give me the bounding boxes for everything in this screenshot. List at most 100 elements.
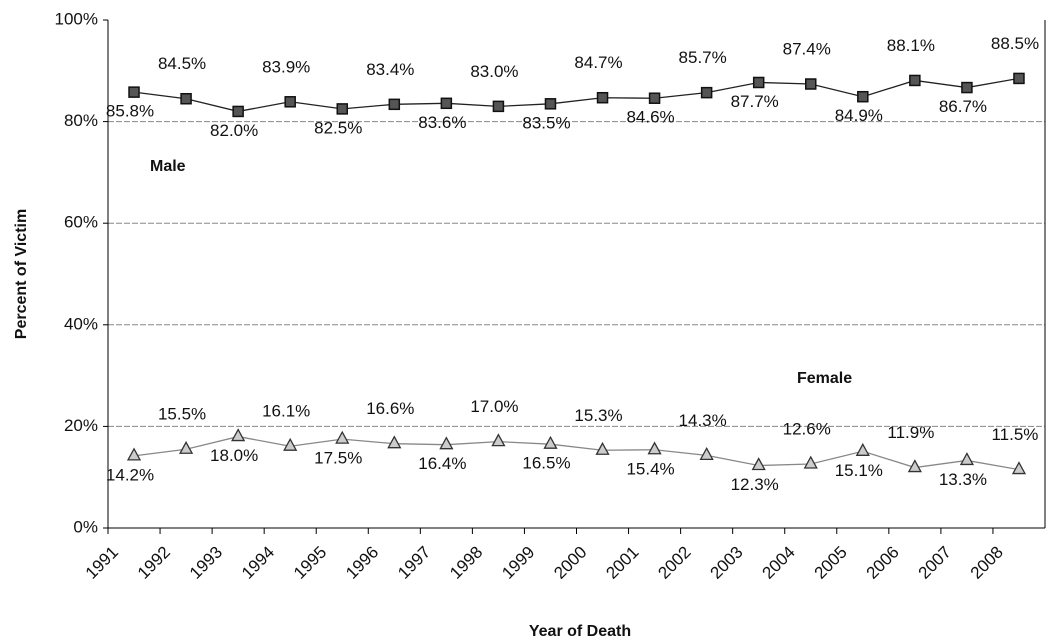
value-label: 17.0% — [470, 397, 518, 416]
y-tick-label: 40% — [64, 314, 98, 333]
value-label: 14.3% — [679, 411, 727, 430]
value-label: 83.0% — [470, 62, 518, 81]
value-label: 16.1% — [262, 402, 310, 421]
marker — [857, 90, 869, 103]
y-tick-label: 100% — [55, 9, 98, 28]
value-label: 17.5% — [314, 449, 362, 468]
marker — [387, 435, 402, 449]
x-tick-label: 2003 — [706, 543, 746, 583]
marker — [595, 441, 610, 455]
marker — [909, 74, 921, 87]
value-label: 13.3% — [939, 470, 987, 489]
marker — [700, 86, 713, 99]
marker — [231, 428, 246, 442]
marker — [543, 435, 558, 449]
x-tick-label: 2002 — [654, 543, 694, 583]
series-line — [133, 435, 1020, 471]
x-tick-label: 1994 — [238, 543, 278, 583]
series-annotation: Male — [150, 158, 186, 175]
value-label: 18.0% — [210, 446, 258, 465]
value-label: 12.6% — [783, 419, 831, 438]
value-label: 11.5% — [991, 425, 1038, 444]
value-label: 16.5% — [522, 454, 570, 473]
marker — [283, 437, 298, 451]
marker — [178, 440, 194, 454]
marker — [440, 97, 453, 110]
marker — [232, 105, 244, 118]
x-tick-label: 2001 — [602, 543, 642, 583]
x-tick-label: 2004 — [759, 543, 799, 583]
marker — [336, 103, 348, 115]
value-label: 88.1% — [887, 36, 935, 55]
marker — [752, 76, 765, 89]
marker — [544, 98, 557, 110]
marker — [1011, 461, 1027, 475]
x-tick-label: 1998 — [446, 543, 486, 583]
value-label: 88.5% — [991, 34, 1039, 53]
marker — [128, 86, 140, 98]
x-tick-label: 1992 — [134, 543, 174, 583]
x-tick-label: 2006 — [863, 543, 903, 583]
x-tick-label: 1995 — [290, 543, 330, 583]
value-label: 15.5% — [158, 405, 206, 424]
x-tick-label: 2008 — [967, 543, 1007, 583]
x-tick-label: 1991 — [82, 543, 122, 583]
value-label: 82.5% — [314, 118, 362, 137]
value-label: 83.6% — [418, 113, 466, 132]
marker — [647, 441, 662, 455]
marker — [284, 96, 296, 108]
value-label: 87.4% — [783, 39, 831, 58]
value-label: 84.7% — [574, 53, 622, 72]
x-tick-label: 2007 — [915, 543, 955, 583]
value-label: 15.4% — [626, 459, 674, 478]
marker — [648, 92, 661, 104]
marker — [803, 455, 818, 469]
series-line — [133, 77, 1020, 113]
value-label: 87.7% — [731, 92, 779, 111]
y-axis-label: Percent of Victim — [13, 209, 30, 339]
x-tick-label: 1996 — [342, 543, 382, 583]
x-tick-label: 1999 — [498, 543, 538, 583]
y-tick-label: 80% — [64, 111, 98, 130]
value-label: 83.5% — [522, 113, 570, 132]
value-label: 16.4% — [418, 454, 466, 473]
marker — [180, 92, 192, 105]
series-annotation: Female — [797, 370, 852, 387]
x-tick-label: 1993 — [186, 543, 226, 583]
y-tick-label: 20% — [64, 416, 98, 435]
marker — [335, 430, 350, 444]
marker — [388, 98, 401, 111]
value-label: 84.6% — [626, 108, 674, 127]
value-label: 15.3% — [574, 406, 622, 425]
x-tick-label: 1997 — [394, 543, 434, 583]
marker — [1013, 72, 1025, 85]
value-label: 85.8% — [106, 102, 154, 121]
marker — [805, 78, 817, 90]
marker — [699, 446, 714, 461]
marker — [491, 433, 506, 447]
value-label: 11.9% — [887, 423, 934, 442]
marker — [492, 100, 505, 113]
marker — [126, 447, 142, 461]
y-tick-label: 0% — [73, 517, 98, 536]
value-label: 12.3% — [731, 475, 779, 494]
value-label: 15.1% — [835, 461, 883, 480]
marker — [907, 459, 922, 473]
x-axis-label: Year of Death — [529, 623, 631, 640]
value-label: 85.7% — [679, 48, 727, 67]
value-label: 14.2% — [106, 465, 154, 484]
value-label: 84.9% — [835, 106, 883, 125]
marker — [961, 81, 973, 94]
x-tick-label: 2005 — [811, 543, 851, 583]
marker — [439, 436, 454, 450]
value-label: 82.0% — [210, 121, 258, 140]
marker — [751, 457, 766, 471]
value-label: 86.7% — [939, 97, 987, 116]
x-tick-label: 2000 — [550, 543, 590, 583]
value-label: 16.6% — [366, 399, 414, 418]
value-label: 84.5% — [158, 54, 206, 73]
marker — [959, 452, 975, 466]
y-tick-label: 60% — [64, 213, 98, 232]
value-label: 83.9% — [262, 57, 310, 76]
